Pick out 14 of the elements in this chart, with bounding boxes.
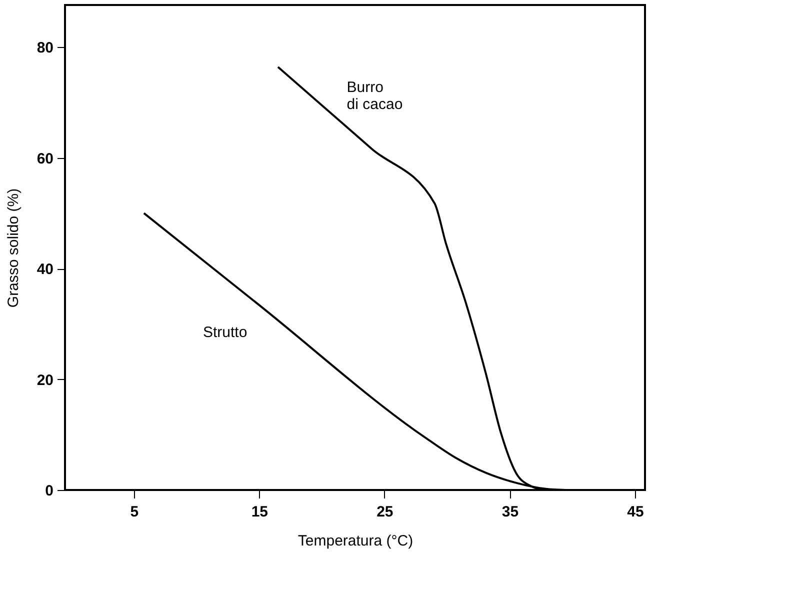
x-axis-title: Temperatura (°C) <box>298 532 414 550</box>
x-tick-label: 25 <box>376 504 394 520</box>
y-tick-label: 80 <box>36 40 54 57</box>
series-label: Burro di cacao <box>346 79 403 114</box>
y-axis-title: Grasso solido (%) <box>4 188 22 308</box>
y-tick-label: 20 <box>36 372 54 389</box>
y-tick-label: 0 <box>45 482 54 500</box>
y-tick-label: 40 <box>36 261 54 278</box>
y-tick-label: 60 <box>36 150 54 168</box>
x-tick-label: 15 <box>251 504 268 520</box>
series-label: Strutto <box>202 324 248 342</box>
x-tick-label: 35 <box>502 504 519 520</box>
x-tick-label: 5 <box>130 504 139 520</box>
x-tick-label: 45 <box>627 504 644 520</box>
